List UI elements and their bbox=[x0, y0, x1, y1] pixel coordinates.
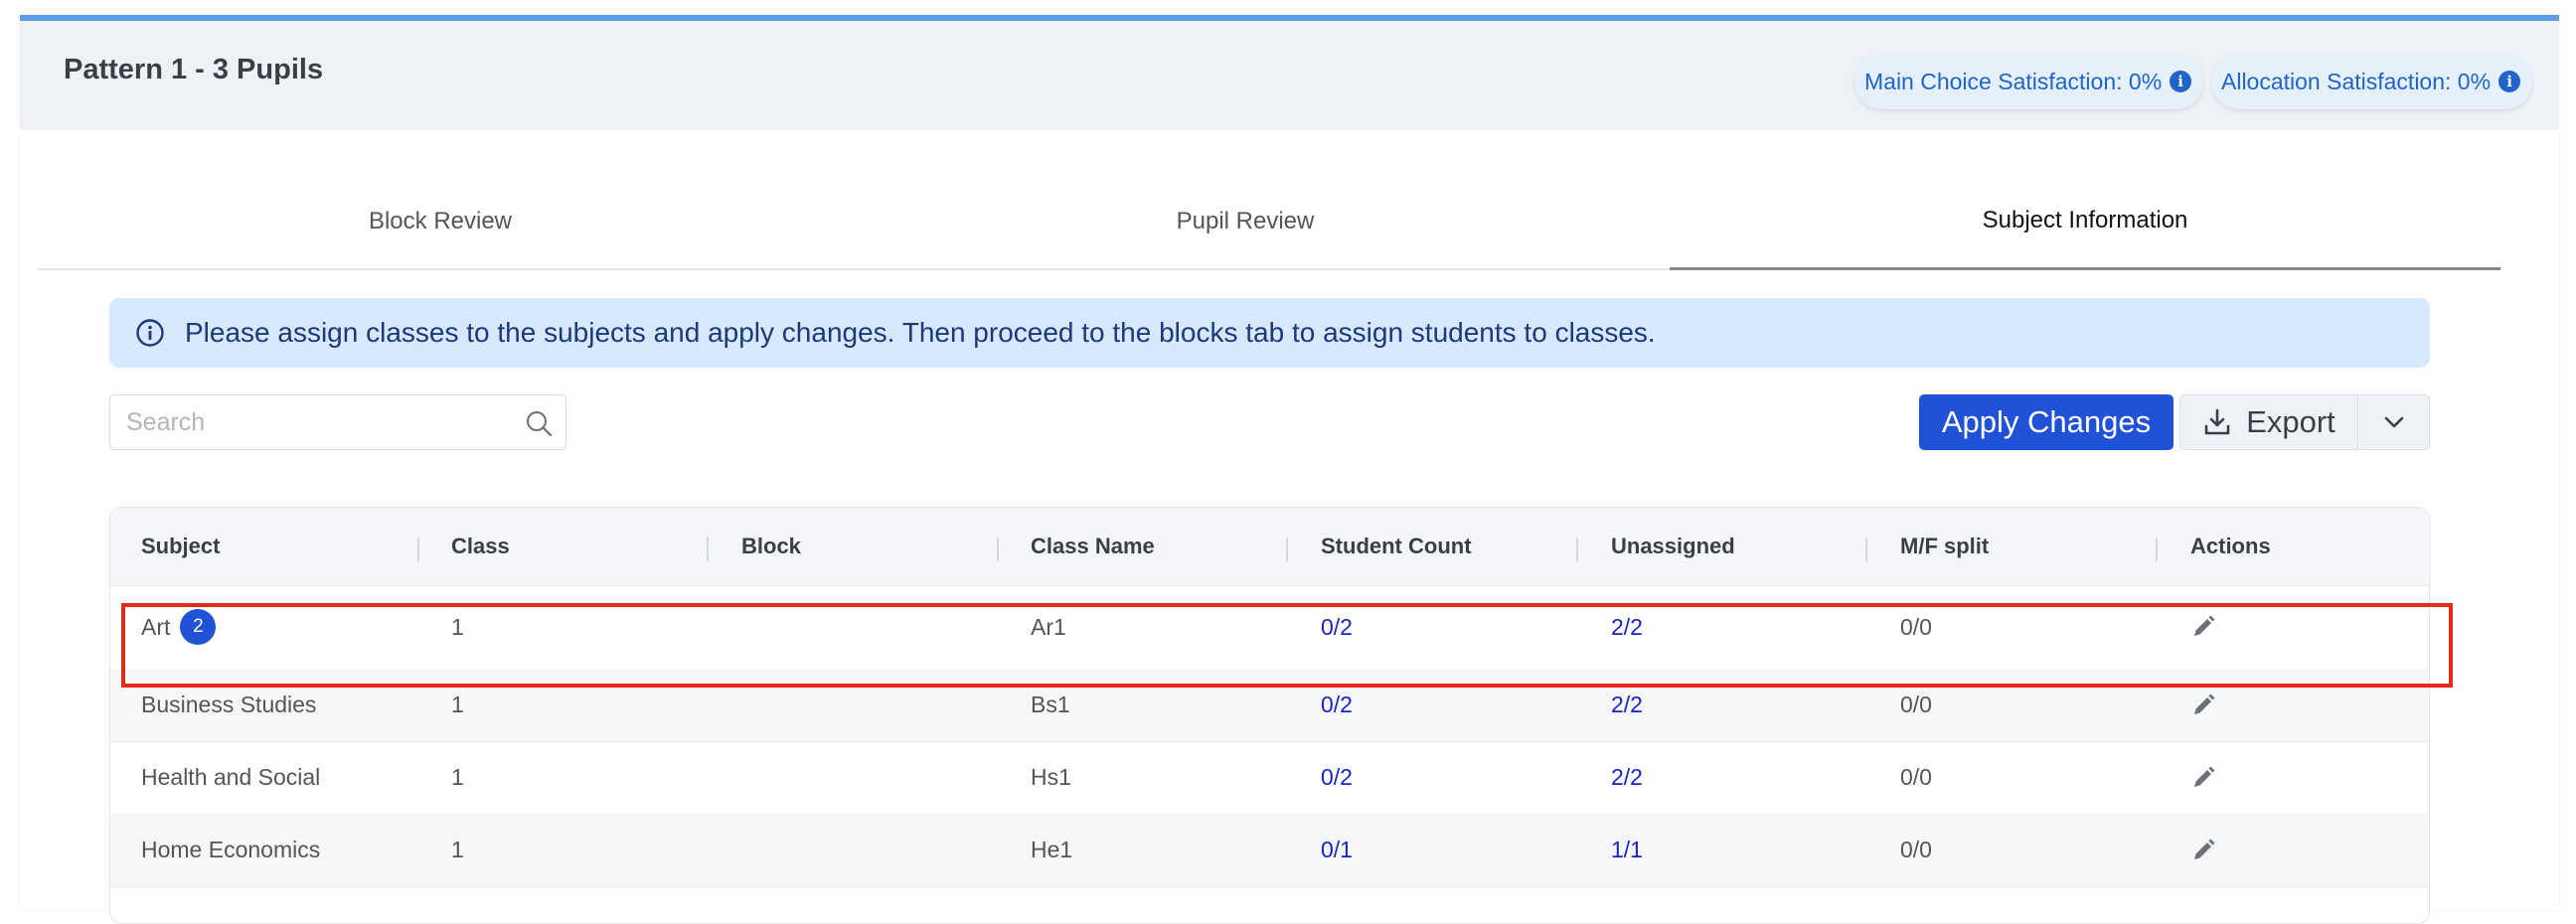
cell-unassigned-link[interactable]: 2/2 bbox=[1611, 764, 1643, 790]
cell-actions bbox=[2190, 814, 2216, 886]
download-icon bbox=[2204, 408, 2230, 435]
column-header-subject[interactable]: Subject bbox=[141, 534, 221, 558]
tab-subject-information[interactable]: Subject Information bbox=[1670, 174, 2500, 270]
cell-student-count-link[interactable]: 0/2 bbox=[1321, 692, 1353, 717]
card-header: Pattern 1 - 3 Pupils Main Choice Satisfa… bbox=[20, 21, 2559, 130]
cell-mf-split: 0/0 bbox=[1900, 692, 1932, 717]
table-row[interactable]: Home Economics 1 He1 0/1 1/1 0/0 bbox=[110, 814, 2429, 887]
cell-class-name: Hs1 bbox=[1031, 764, 1071, 790]
column-divider[interactable] bbox=[2156, 538, 2158, 561]
cell-student-count-link[interactable]: 0/1 bbox=[1321, 837, 1353, 862]
table-header: Subject Class Block Class Name Student C… bbox=[110, 508, 2429, 586]
allocation-satisfaction-badge[interactable]: Allocation Satisfaction: 0% i bbox=[2211, 54, 2533, 109]
info-alert: Please assign classes to the subjects an… bbox=[109, 298, 2430, 368]
tab-bar: Block Review Pupil Review Subject Inform… bbox=[38, 174, 2500, 270]
export-label: Export bbox=[2246, 404, 2335, 439]
pencil-icon[interactable] bbox=[2190, 765, 2216, 791]
class-count-badge: 2 bbox=[180, 609, 217, 645]
cell-mf-split: 0/0 bbox=[1900, 764, 1932, 790]
cell-class-name: Bs1 bbox=[1031, 692, 1070, 717]
column-divider[interactable] bbox=[707, 538, 709, 561]
cell-class: 1 bbox=[451, 613, 464, 640]
cell-subject: Art 2 bbox=[141, 585, 217, 669]
column-header-class[interactable]: Class bbox=[451, 534, 510, 558]
search-icon[interactable] bbox=[524, 408, 554, 438]
main-choice-satisfaction-badge[interactable]: Main Choice Satisfaction: 0% i bbox=[1854, 54, 2204, 109]
cell-class: 1 bbox=[451, 692, 464, 717]
subject-table: Subject Class Block Class Name Student C… bbox=[109, 507, 2430, 924]
cell-class-name: He1 bbox=[1031, 837, 1073, 862]
column-divider[interactable] bbox=[1286, 538, 1288, 561]
pencil-icon[interactable] bbox=[2190, 838, 2216, 863]
main-choice-satisfaction-label: Main Choice Satisfaction: 0% bbox=[1864, 68, 2163, 94]
cell-subject: Home Economics bbox=[141, 837, 321, 862]
cell-subject: Health and Social bbox=[141, 764, 321, 790]
tab-block-review[interactable]: Block Review bbox=[368, 207, 513, 234]
page-title: Pattern 1 - 3 Pupils bbox=[64, 54, 324, 85]
pencil-icon[interactable] bbox=[2190, 614, 2216, 640]
column-header-block[interactable]: Block bbox=[741, 534, 801, 558]
cell-class: 1 bbox=[451, 764, 464, 790]
chevron-down-icon bbox=[2384, 416, 2404, 428]
column-header-class-name[interactable]: Class Name bbox=[1031, 534, 1155, 558]
export-button[interactable]: Export bbox=[2179, 394, 2358, 450]
cell-subject: Business Studies bbox=[141, 692, 317, 717]
table-row[interactable]: Art 2 1 Ar1 0/2 2/2 0/0 bbox=[110, 585, 2429, 670]
cell-mf-split: 0/0 bbox=[1900, 613, 1932, 640]
cell-unassigned-link[interactable]: 1/1 bbox=[1611, 837, 1643, 862]
info-icon[interactable]: i bbox=[2170, 71, 2192, 92]
subject-name: Art bbox=[141, 613, 171, 640]
column-header-unassigned[interactable]: Unassigned bbox=[1611, 534, 1735, 558]
alert-text: Please assign classes to the subjects an… bbox=[185, 317, 1656, 348]
column-header-actions: Actions bbox=[2190, 534, 2271, 558]
cell-actions bbox=[2190, 669, 2216, 741]
pencil-icon[interactable] bbox=[2190, 693, 2216, 718]
column-header-student-count[interactable]: Student Count bbox=[1321, 534, 1472, 558]
column-divider[interactable] bbox=[997, 538, 999, 561]
table-row[interactable]: Health and Social 1 Hs1 0/2 2/2 0/0 bbox=[110, 741, 2429, 815]
allocation-satisfaction-label: Allocation Satisfaction: 0% bbox=[2221, 68, 2492, 94]
table-row[interactable]: Business Studies 1 Bs1 0/2 2/2 0/0 bbox=[110, 669, 2429, 742]
info-icon[interactable]: i bbox=[2498, 71, 2521, 92]
apply-changes-button[interactable]: Apply Changes bbox=[1919, 394, 2174, 450]
column-divider[interactable] bbox=[1865, 538, 1867, 561]
column-divider[interactable] bbox=[417, 538, 419, 561]
export-dropdown-button[interactable] bbox=[2359, 394, 2430, 450]
cell-class: 1 bbox=[451, 837, 464, 862]
cell-student-count-link[interactable]: 0/2 bbox=[1321, 613, 1353, 640]
cell-student-count-link[interactable]: 0/2 bbox=[1321, 764, 1353, 790]
cell-actions bbox=[2190, 741, 2216, 814]
cell-actions bbox=[2190, 585, 2216, 669]
search-input[interactable] bbox=[124, 407, 506, 438]
info-icon bbox=[136, 319, 164, 347]
cell-unassigned-link[interactable]: 2/2 bbox=[1611, 692, 1643, 717]
search-box[interactable] bbox=[109, 394, 566, 450]
cell-class-name: Ar1 bbox=[1031, 613, 1066, 640]
cell-unassigned-link[interactable]: 2/2 bbox=[1611, 613, 1643, 640]
column-divider[interactable] bbox=[1576, 538, 1578, 561]
tab-pupil-review[interactable]: Pupil Review bbox=[1176, 207, 1315, 234]
cell-mf-split: 0/0 bbox=[1900, 837, 1932, 862]
column-header-mf-split[interactable]: M/F split bbox=[1900, 534, 1990, 558]
